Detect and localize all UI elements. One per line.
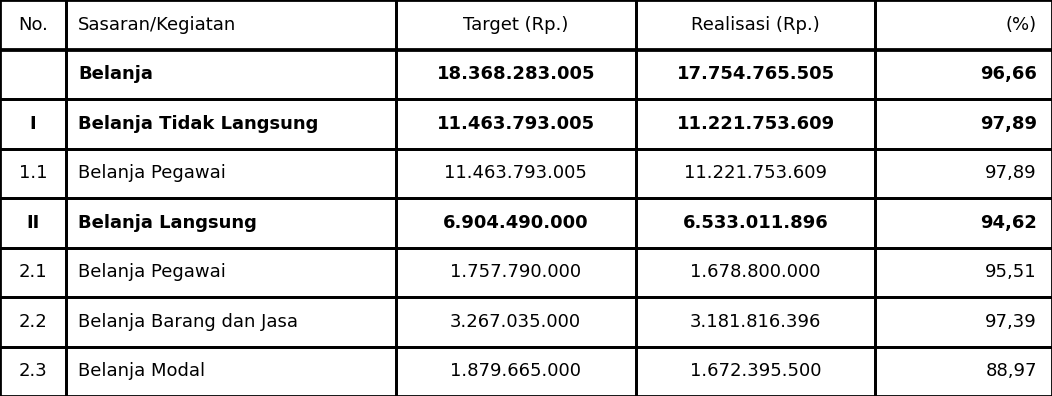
Bar — [875, 198, 1052, 248]
Text: 11.221.753.609: 11.221.753.609 — [684, 164, 827, 182]
Bar — [66, 50, 396, 99]
Bar — [635, 0, 875, 50]
Text: 3.267.035.000: 3.267.035.000 — [450, 313, 582, 331]
Bar — [875, 0, 1052, 50]
Bar — [66, 346, 396, 396]
Bar — [635, 198, 875, 248]
Bar — [635, 50, 875, 99]
Text: 95,51: 95,51 — [986, 263, 1037, 281]
Text: 97,89: 97,89 — [980, 115, 1037, 133]
Text: Belanja: Belanja — [78, 65, 153, 83]
Text: 6.533.011.896: 6.533.011.896 — [683, 214, 828, 232]
Bar — [0, 248, 66, 297]
Text: Belanja Modal: Belanja Modal — [78, 362, 205, 380]
Text: 1.672.395.500: 1.672.395.500 — [690, 362, 822, 380]
Text: 11.463.793.005: 11.463.793.005 — [444, 164, 587, 182]
Bar — [0, 297, 66, 346]
Text: 97,39: 97,39 — [986, 313, 1037, 331]
Text: 88,97: 88,97 — [986, 362, 1037, 380]
Bar — [0, 346, 66, 396]
Text: 6.904.490.000: 6.904.490.000 — [443, 214, 588, 232]
Bar — [396, 198, 635, 248]
Text: 18.368.283.005: 18.368.283.005 — [437, 65, 595, 83]
Bar — [66, 148, 396, 198]
Bar — [0, 0, 66, 50]
Bar — [396, 148, 635, 198]
Text: Belanja Pegawai: Belanja Pegawai — [78, 263, 226, 281]
Bar — [635, 297, 875, 346]
Bar — [66, 0, 396, 50]
Bar — [875, 346, 1052, 396]
Bar — [396, 0, 635, 50]
Text: 1.757.790.000: 1.757.790.000 — [450, 263, 582, 281]
Bar — [66, 248, 396, 297]
Bar — [396, 50, 635, 99]
Text: 1.678.800.000: 1.678.800.000 — [690, 263, 821, 281]
Text: 2.2: 2.2 — [19, 313, 47, 331]
Text: Belanja Barang dan Jasa: Belanja Barang dan Jasa — [78, 313, 298, 331]
Text: Sasaran/Kegiatan: Sasaran/Kegiatan — [78, 16, 237, 34]
Bar — [635, 248, 875, 297]
Text: Realisasi (Rp.): Realisasi (Rp.) — [691, 16, 820, 34]
Text: 94,62: 94,62 — [980, 214, 1037, 232]
Text: 11.463.793.005: 11.463.793.005 — [437, 115, 594, 133]
Bar — [66, 99, 396, 148]
Bar — [875, 148, 1052, 198]
Text: Belanja Tidak Langsung: Belanja Tidak Langsung — [78, 115, 319, 133]
Text: I: I — [29, 115, 36, 133]
Text: 11.221.753.609: 11.221.753.609 — [676, 115, 834, 133]
Bar — [875, 248, 1052, 297]
Bar — [635, 148, 875, 198]
Bar — [66, 198, 396, 248]
Text: 97,89: 97,89 — [986, 164, 1037, 182]
Text: 3.181.816.396: 3.181.816.396 — [690, 313, 822, 331]
Bar — [875, 297, 1052, 346]
Bar — [0, 198, 66, 248]
Text: 1.879.665.000: 1.879.665.000 — [450, 362, 581, 380]
Bar — [396, 248, 635, 297]
Text: Belanja Langsung: Belanja Langsung — [78, 214, 257, 232]
Bar — [635, 99, 875, 148]
Text: 17.754.765.505: 17.754.765.505 — [676, 65, 834, 83]
Bar — [0, 148, 66, 198]
Text: 1.1: 1.1 — [19, 164, 47, 182]
Bar — [396, 99, 635, 148]
Text: Target (Rp.): Target (Rp.) — [463, 16, 568, 34]
Bar — [0, 99, 66, 148]
Bar — [0, 50, 66, 99]
Bar — [396, 297, 635, 346]
Text: II: II — [26, 214, 40, 232]
Text: No.: No. — [18, 16, 48, 34]
Bar — [875, 50, 1052, 99]
Bar — [875, 99, 1052, 148]
Text: Belanja Pegawai: Belanja Pegawai — [78, 164, 226, 182]
Text: 96,66: 96,66 — [980, 65, 1037, 83]
Bar — [635, 346, 875, 396]
Text: (%): (%) — [1006, 16, 1037, 34]
Bar — [66, 297, 396, 346]
Text: 2.1: 2.1 — [19, 263, 47, 281]
Text: 2.3: 2.3 — [19, 362, 47, 380]
Bar — [396, 346, 635, 396]
